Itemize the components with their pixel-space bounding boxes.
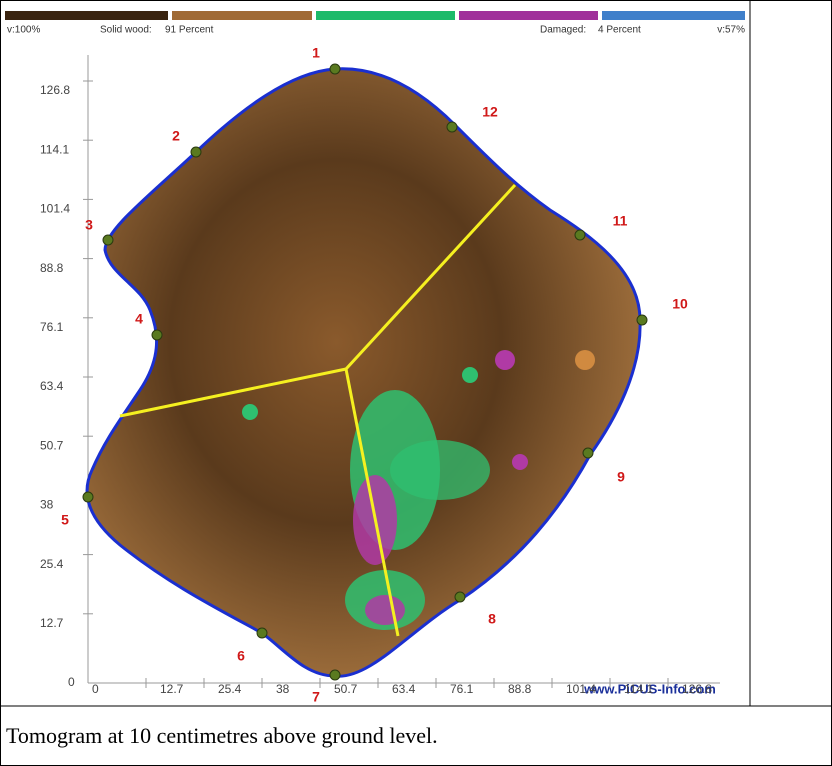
sensor-label: 4 — [135, 311, 143, 327]
sensor — [575, 230, 585, 240]
spot — [575, 350, 595, 370]
page: v:100% Solid wood: 91 Percent Damaged: 4… — [0, 0, 832, 766]
sensor — [152, 330, 162, 340]
x-tick-label: 63.4 — [392, 682, 416, 696]
scale-label: v:100% — [7, 25, 40, 36]
damage-spot — [365, 595, 405, 625]
scale-segment — [5, 11, 168, 20]
scale-label: v:57% — [717, 25, 745, 36]
sound-spot — [242, 404, 258, 420]
sensor-label: 7 — [312, 689, 320, 705]
sensor-label: 3 — [85, 217, 93, 233]
damage-spot — [512, 454, 528, 470]
x-tick-label: 0 — [92, 682, 99, 696]
x-tick-label: 101.4 — [566, 682, 596, 696]
x-tick-label: 50.7 — [334, 682, 358, 696]
sound-zone — [390, 440, 490, 500]
damage-spot — [495, 350, 515, 370]
y-tick-label: 114.1 — [40, 142, 69, 156]
sensor — [330, 64, 340, 74]
sensor-label: 9 — [617, 469, 625, 485]
sensor — [103, 235, 113, 245]
sensor — [583, 448, 593, 458]
sensor — [447, 122, 457, 132]
sensor-label: 1 — [312, 45, 320, 61]
scale-label: Solid wood: — [100, 25, 152, 36]
sensor-label: 6 — [237, 648, 245, 664]
y-tick-label: 25.4 — [40, 557, 64, 571]
sensor-label: 10 — [672, 296, 688, 312]
figure: v:100% Solid wood: 91 Percent Damaged: 4… — [0, 0, 832, 766]
y-tick-label: 63.4 — [40, 379, 64, 393]
y-tick-label: 126.8 — [40, 83, 70, 97]
y-tick-label: 76.1 — [40, 320, 64, 334]
sensor — [330, 670, 340, 680]
scale-segment — [602, 11, 745, 20]
x-tick-label: 114.1 — [624, 682, 653, 696]
sensor-label: 11 — [613, 213, 628, 229]
scale-label: 4 Percent — [598, 25, 641, 36]
x-tick-label: 126.8 — [682, 682, 712, 696]
x-tick-label: 12.7 — [160, 682, 184, 696]
y-tick-label: 88.8 — [40, 261, 64, 275]
y-tick-label: 101.4 — [40, 202, 70, 216]
sensor — [455, 592, 465, 602]
sensor — [191, 147, 201, 157]
x-tick-label: 25.4 — [218, 682, 242, 696]
y-tick-label: 50.7 — [40, 438, 64, 452]
y-tick-label: 0 — [68, 675, 75, 689]
scale-segment — [459, 11, 598, 20]
caption: Tomogram at 10 centimetres above ground … — [6, 723, 438, 748]
sound-spot — [462, 367, 478, 383]
sensor — [257, 628, 267, 638]
sensor-label: 12 — [482, 104, 498, 120]
x-tick-label: 38 — [276, 682, 290, 696]
y-tick-label: 38 — [40, 498, 54, 512]
sensor-label: 5 — [61, 512, 69, 528]
y-tick-label: 12.7 — [40, 616, 64, 630]
scale-label: Damaged: — [540, 25, 586, 36]
sensor — [83, 492, 93, 502]
sensor — [637, 315, 647, 325]
scale-segment — [316, 11, 455, 20]
scale-segment — [172, 11, 312, 20]
sensor-label: 8 — [488, 611, 496, 627]
x-tick-label: 88.8 — [508, 682, 532, 696]
sensor-label: 2 — [172, 128, 180, 144]
x-tick-label: 76.1 — [450, 682, 474, 696]
scale-label: 91 Percent — [165, 25, 214, 36]
